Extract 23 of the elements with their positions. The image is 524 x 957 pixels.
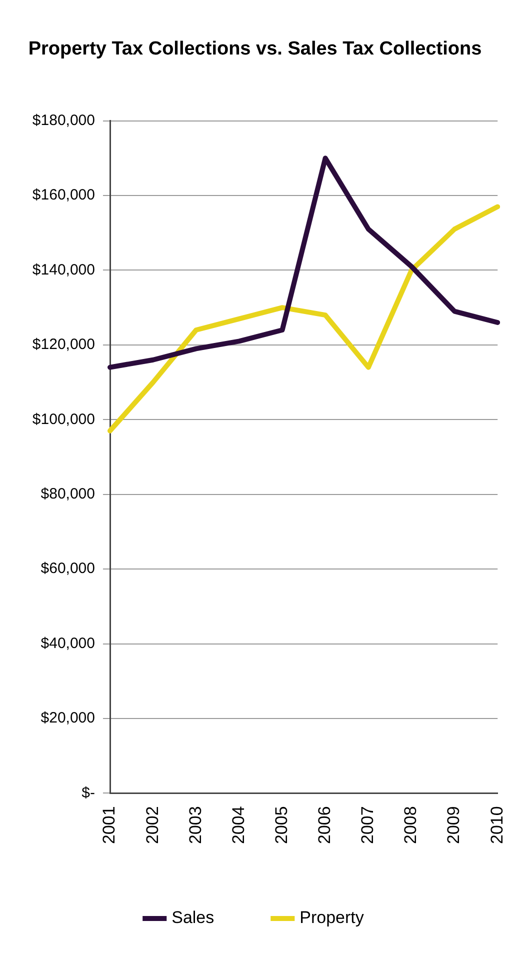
x-tick-label: 2003 — [186, 806, 205, 844]
x-tick-label: 2004 — [228, 806, 248, 844]
x-tick-label: 2005 — [272, 806, 291, 844]
legend-label: Property — [300, 908, 364, 928]
y-tick-label: $80,000 — [40, 485, 95, 502]
y-tick-label: $- — [82, 784, 95, 802]
y-tick-label: $20,000 — [40, 710, 95, 727]
x-tick-label: 2002 — [142, 806, 162, 844]
y-tick-label: $140,000 — [32, 261, 95, 278]
x-tick-label: 2007 — [358, 806, 378, 844]
y-tick-label: $60,000 — [40, 560, 95, 578]
x-tick-label: 2006 — [315, 806, 334, 844]
x-tick-label: 2009 — [444, 806, 464, 844]
x-tick-label: 2008 — [401, 806, 420, 844]
legend-label: Sales — [172, 908, 214, 928]
y-tick-label: $100,000 — [32, 410, 95, 428]
chart-title: Property Tax Collections vs. Sales Tax Collections — [28, 38, 482, 60]
x-tick-label: 2001 — [100, 806, 119, 844]
y-tick-label: $120,000 — [32, 336, 95, 354]
y-tick-label: $160,000 — [32, 186, 95, 204]
x-tick-label: 2010 — [487, 806, 506, 844]
y-tick-label: $180,000 — [32, 112, 95, 129]
y-tick-label: $40,000 — [40, 634, 95, 652]
